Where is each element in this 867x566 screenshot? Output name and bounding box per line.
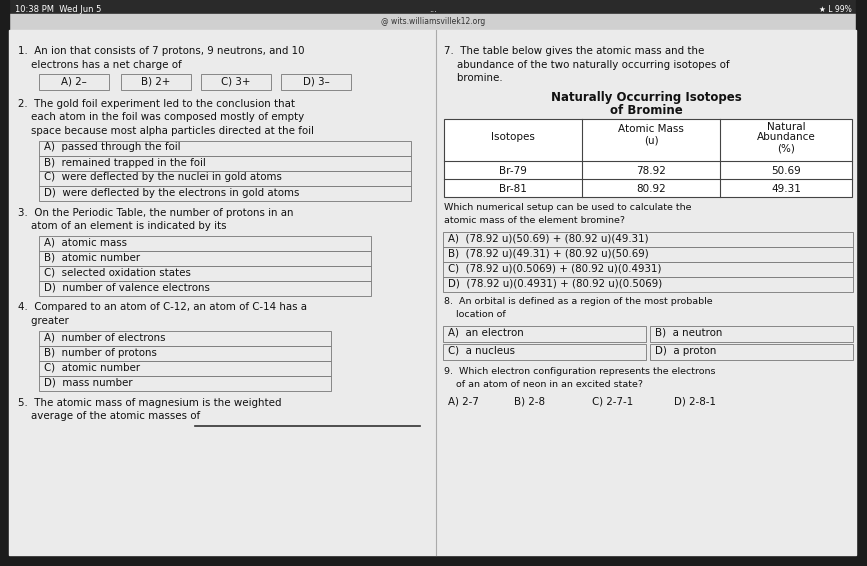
FancyBboxPatch shape bbox=[650, 344, 853, 359]
Text: D)  were deflected by the electrons in gold atoms: D) were deflected by the electrons in go… bbox=[44, 187, 299, 198]
Text: Which numerical setup can be used to calculate the: Which numerical setup can be used to cal… bbox=[444, 203, 692, 212]
FancyBboxPatch shape bbox=[39, 251, 371, 265]
FancyBboxPatch shape bbox=[443, 344, 646, 359]
Text: B)  (78.92 u)(49.31) + (80.92 u)(50.69): B) (78.92 u)(49.31) + (80.92 u)(50.69) bbox=[448, 248, 649, 259]
Bar bbox=[0, 14, 867, 30]
Bar bbox=[0, 0, 9, 566]
Text: C)  atomic number: C) atomic number bbox=[44, 362, 140, 372]
Text: A)  atomic mass: A) atomic mass bbox=[44, 238, 127, 247]
Text: ...: ... bbox=[429, 5, 438, 14]
Text: greater: greater bbox=[18, 316, 68, 326]
Text: location of: location of bbox=[444, 310, 505, 319]
FancyBboxPatch shape bbox=[39, 170, 411, 186]
Bar bbox=[0, 555, 867, 566]
FancyBboxPatch shape bbox=[281, 74, 351, 90]
Text: atomic mass of the element bromine?: atomic mass of the element bromine? bbox=[444, 216, 625, 225]
FancyBboxPatch shape bbox=[39, 345, 331, 361]
FancyBboxPatch shape bbox=[201, 74, 271, 90]
Text: C)  (78.92 u)(0.5069) + (80.92 u)(0.4931): C) (78.92 u)(0.5069) + (80.92 u)(0.4931) bbox=[448, 264, 662, 273]
FancyBboxPatch shape bbox=[39, 186, 411, 200]
Text: 80.92: 80.92 bbox=[636, 183, 666, 194]
Text: D)  (78.92 u)(0.4931) + (80.92 u)(0.5069): D) (78.92 u)(0.4931) + (80.92 u)(0.5069) bbox=[448, 278, 662, 289]
Text: 8.  An orbital is defined as a region of the most probable: 8. An orbital is defined as a region of … bbox=[444, 297, 713, 306]
Text: 49.31: 49.31 bbox=[771, 183, 801, 194]
Text: A)  number of electrons: A) number of electrons bbox=[44, 332, 166, 342]
FancyBboxPatch shape bbox=[650, 325, 853, 341]
Text: average of the atomic masses of: average of the atomic masses of bbox=[18, 411, 200, 421]
Text: A) 2–: A) 2– bbox=[62, 76, 87, 86]
Text: 7.  The table below gives the atomic mass and the: 7. The table below gives the atomic mass… bbox=[444, 46, 704, 56]
Text: atom of an element is indicated by its: atom of an element is indicated by its bbox=[18, 221, 226, 231]
Text: 3.  On the Periodic Table, the number of protons in an: 3. On the Periodic Table, the number of … bbox=[18, 208, 294, 217]
Text: A)  passed through the foil: A) passed through the foil bbox=[44, 143, 180, 152]
Text: 50.69: 50.69 bbox=[771, 165, 801, 175]
Text: of Bromine: of Bromine bbox=[610, 105, 682, 118]
Text: of an atom of neon in an excited state?: of an atom of neon in an excited state? bbox=[444, 380, 643, 389]
Bar bbox=[856, 0, 867, 566]
Text: Atomic Mass: Atomic Mass bbox=[618, 125, 684, 135]
Text: ★ L 99%: ★ L 99% bbox=[819, 5, 852, 14]
Bar bbox=[444, 118, 852, 196]
Text: 10:38 PM  Wed Jun 5: 10:38 PM Wed Jun 5 bbox=[15, 5, 101, 14]
FancyBboxPatch shape bbox=[443, 231, 853, 247]
Text: bromine.: bromine. bbox=[444, 73, 503, 83]
Text: 2.  The gold foil experiment led to the conclusion that: 2. The gold foil experiment led to the c… bbox=[18, 99, 295, 109]
FancyBboxPatch shape bbox=[39, 375, 331, 391]
FancyBboxPatch shape bbox=[39, 140, 411, 156]
Text: D) 2-8-1: D) 2-8-1 bbox=[674, 397, 716, 406]
FancyBboxPatch shape bbox=[443, 261, 853, 277]
Text: Br-79: Br-79 bbox=[499, 165, 527, 175]
Text: A)  an electron: A) an electron bbox=[448, 328, 524, 337]
Text: C)  a nucleus: C) a nucleus bbox=[448, 345, 515, 355]
FancyBboxPatch shape bbox=[39, 265, 371, 281]
Text: A)  (78.92 u)(50.69) + (80.92 u)(49.31): A) (78.92 u)(50.69) + (80.92 u)(49.31) bbox=[448, 234, 649, 243]
Text: Natural: Natural bbox=[766, 122, 805, 131]
Text: 5.  The atomic mass of magnesium is the weighted: 5. The atomic mass of magnesium is the w… bbox=[18, 397, 282, 408]
Text: D) 3–: D) 3– bbox=[303, 76, 329, 86]
FancyBboxPatch shape bbox=[443, 325, 646, 341]
Text: 78.92: 78.92 bbox=[636, 165, 666, 175]
Text: D)  number of valence electrons: D) number of valence electrons bbox=[44, 282, 210, 293]
Text: 4.  Compared to an atom of C-12, an atom of C-14 has a: 4. Compared to an atom of C-12, an atom … bbox=[18, 302, 307, 312]
FancyBboxPatch shape bbox=[443, 277, 853, 291]
Text: C) 3+: C) 3+ bbox=[221, 76, 251, 86]
Text: 1.  An ion that consists of 7 protons, 9 neutrons, and 10: 1. An ion that consists of 7 protons, 9 … bbox=[18, 46, 304, 56]
Text: space because most alpha particles directed at the foil: space because most alpha particles direc… bbox=[18, 126, 314, 136]
Text: B)  number of protons: B) number of protons bbox=[44, 348, 157, 358]
Text: B)  a neutron: B) a neutron bbox=[655, 328, 722, 337]
Text: B) 2+: B) 2+ bbox=[141, 76, 171, 86]
Text: C)  selected oxidation states: C) selected oxidation states bbox=[44, 268, 191, 277]
FancyBboxPatch shape bbox=[39, 331, 331, 345]
FancyBboxPatch shape bbox=[39, 156, 411, 170]
FancyBboxPatch shape bbox=[443, 247, 853, 261]
Text: D)  a proton: D) a proton bbox=[655, 345, 716, 355]
Text: B)  atomic number: B) atomic number bbox=[44, 252, 140, 263]
FancyBboxPatch shape bbox=[39, 281, 371, 295]
Text: B)  remained trapped in the foil: B) remained trapped in the foil bbox=[44, 157, 205, 168]
Bar bbox=[0, 0, 867, 14]
Text: C) 2-7-1: C) 2-7-1 bbox=[592, 397, 633, 406]
Text: B) 2-8: B) 2-8 bbox=[514, 397, 545, 406]
FancyBboxPatch shape bbox=[39, 235, 371, 251]
Text: A) 2-7: A) 2-7 bbox=[448, 397, 479, 406]
Text: (u): (u) bbox=[643, 135, 658, 145]
Text: abundance of the two naturally occurring isotopes of: abundance of the two naturally occurring… bbox=[444, 59, 729, 70]
Text: C)  were deflected by the nuclei in gold atoms: C) were deflected by the nuclei in gold … bbox=[44, 173, 282, 182]
Text: each atom in the foil was composed mostly of empty: each atom in the foil was composed mostl… bbox=[18, 113, 304, 122]
Text: (%): (%) bbox=[777, 144, 795, 153]
Text: 9.  Which electron configuration represents the electrons: 9. Which electron configuration represen… bbox=[444, 367, 715, 375]
Text: electrons has a net charge of: electrons has a net charge of bbox=[18, 59, 181, 70]
FancyBboxPatch shape bbox=[39, 361, 331, 375]
Text: Naturally Occurring Isotopes: Naturally Occurring Isotopes bbox=[551, 91, 741, 104]
Text: D)  mass number: D) mass number bbox=[44, 378, 133, 388]
Text: Abundance: Abundance bbox=[757, 132, 815, 143]
FancyBboxPatch shape bbox=[121, 74, 191, 90]
FancyBboxPatch shape bbox=[39, 74, 109, 90]
Text: Isotopes: Isotopes bbox=[491, 132, 535, 143]
Text: Br-81: Br-81 bbox=[499, 183, 527, 194]
Text: @ wits.williamsvillek12.org: @ wits.williamsvillek12.org bbox=[381, 18, 486, 27]
